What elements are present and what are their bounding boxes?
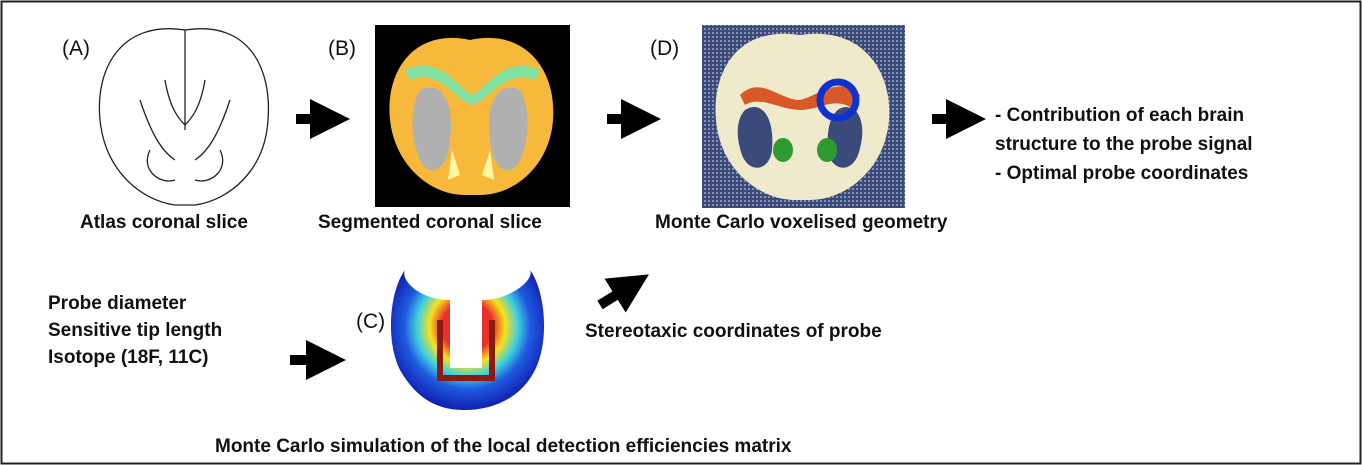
input-text: Sensitive tip length bbox=[48, 320, 222, 341]
panel-label: (A) bbox=[62, 37, 90, 60]
input-text: Isotope (18F, 11C) bbox=[48, 347, 209, 368]
probe-input-text: Stereotaxic coordinates of probe bbox=[585, 321, 882, 342]
panel-caption: Monte Carlo voxelised geometry bbox=[655, 212, 948, 233]
panel-label: (D) bbox=[650, 37, 679, 60]
output-text: structure to the probe signal bbox=[995, 134, 1253, 155]
panel-label: (B) bbox=[328, 37, 356, 60]
arrow bbox=[597, 274, 649, 313]
panel-caption: Monte Carlo simulation of the local dete… bbox=[215, 436, 792, 457]
input-text: Probe diameter bbox=[48, 293, 187, 314]
output-text: - Optimal probe coordinates bbox=[995, 163, 1248, 184]
atlas-slice bbox=[98, 28, 270, 206]
panel-caption: Segmented coronal slice bbox=[318, 212, 542, 233]
output-text: - Contribution of each brain bbox=[995, 105, 1244, 126]
panel-label: (C) bbox=[356, 310, 385, 333]
panel-caption: Atlas coronal slice bbox=[80, 212, 248, 233]
